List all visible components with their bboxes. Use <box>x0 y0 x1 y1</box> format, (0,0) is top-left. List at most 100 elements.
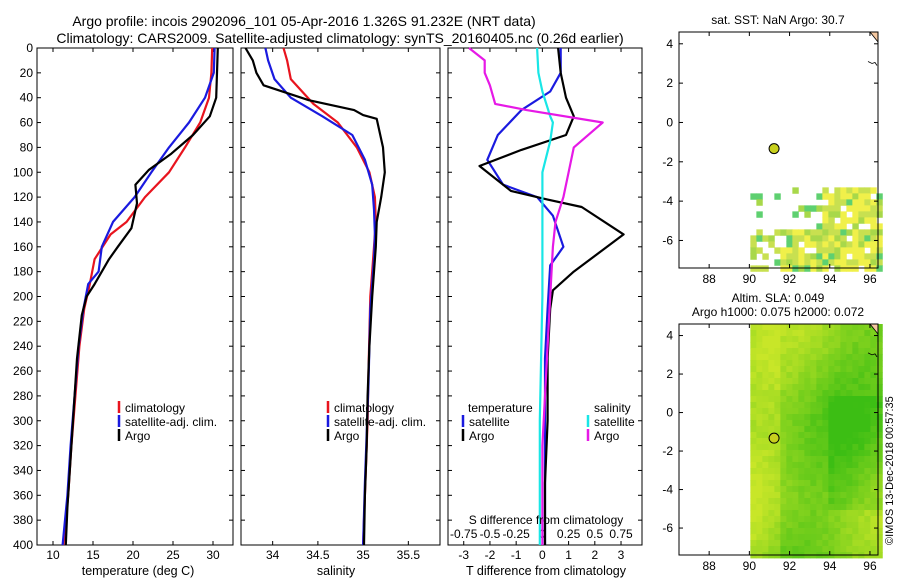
sla-cell <box>822 384 829 391</box>
sla-cell <box>816 546 823 553</box>
sla-cell <box>756 420 763 427</box>
sst-cell <box>756 229 763 236</box>
sla-cell <box>792 396 799 403</box>
sla-cell <box>852 378 859 385</box>
sla-cell <box>786 390 793 397</box>
sla-cell <box>840 528 847 535</box>
sla-cell <box>876 420 883 427</box>
sla-cell <box>798 450 805 457</box>
sla-cell <box>804 414 811 421</box>
sla-cell <box>876 528 883 535</box>
x-tick-label: 30 <box>206 548 220 562</box>
sla-cell <box>816 426 823 433</box>
sla-cell <box>822 546 829 553</box>
sla-cell <box>756 504 763 511</box>
sla-cell <box>750 540 757 547</box>
sst-cell <box>756 265 763 272</box>
sst-cell <box>810 205 817 212</box>
sla-cell <box>750 426 757 433</box>
sst-cell <box>834 241 841 248</box>
sla-cell <box>846 528 853 535</box>
sla-cell <box>810 546 817 553</box>
sla-cell <box>804 336 811 343</box>
sla-cell <box>786 396 793 403</box>
sla-cell <box>756 486 763 493</box>
sla-cell <box>774 336 781 343</box>
sla-cell <box>828 522 835 529</box>
sla-cell <box>798 444 805 451</box>
sst-cell <box>774 259 781 266</box>
sla-cell <box>852 456 859 463</box>
sla-cell <box>864 366 871 373</box>
sla-cell <box>798 540 805 547</box>
sla-cell <box>774 480 781 487</box>
sla-cell <box>762 348 769 355</box>
sla-cell <box>822 462 829 469</box>
sst-cell <box>822 223 829 230</box>
sst-cell <box>876 247 883 254</box>
sla-cell <box>852 534 859 541</box>
sla-cell <box>828 354 835 361</box>
sla-cell <box>750 330 757 337</box>
sla-cell <box>870 372 877 379</box>
sla-cell <box>870 426 877 433</box>
sla-cell <box>750 534 757 541</box>
sla-cell <box>756 546 763 553</box>
sla-cell <box>768 504 775 511</box>
sla-cell <box>864 354 871 361</box>
sla-cell <box>828 396 835 403</box>
sla-cell <box>858 384 865 391</box>
sla-cell <box>768 510 775 517</box>
sla-cell <box>774 426 781 433</box>
sla-cell <box>750 384 757 391</box>
sla-cell <box>810 402 817 409</box>
sla-cell <box>840 474 847 481</box>
sla-cell <box>810 384 817 391</box>
sst-cell <box>780 259 787 266</box>
island-outline <box>867 61 878 66</box>
x-tick-label: -1 <box>511 548 522 562</box>
sla-cell <box>804 426 811 433</box>
sla-cell <box>780 408 787 415</box>
sla-cell <box>750 528 757 535</box>
sla-cell <box>750 408 757 415</box>
sst-cell <box>756 235 763 242</box>
sla-cell <box>756 342 763 349</box>
sst-cell <box>792 235 799 242</box>
sla-cell <box>846 498 853 505</box>
sla-cell <box>798 522 805 529</box>
sla-cell <box>798 372 805 379</box>
sla-cell <box>816 408 823 415</box>
sla-cell <box>834 360 841 367</box>
sla-cell <box>780 372 787 379</box>
sla-cell <box>816 510 823 517</box>
sst-cell <box>876 241 883 248</box>
sst-cell <box>822 235 829 242</box>
sla-cell <box>768 462 775 469</box>
sla-cell <box>852 426 859 433</box>
sla-cell <box>810 438 817 445</box>
sla-cell <box>870 384 877 391</box>
sla-cell <box>828 420 835 427</box>
sla-cell <box>762 360 769 367</box>
sla-cell <box>822 336 829 343</box>
sla-cell <box>774 510 781 517</box>
map-x-tick-label: 94 <box>823 559 837 573</box>
sla-cell <box>816 336 823 343</box>
x-tick-label: 34.5 <box>306 548 330 562</box>
sla-cell <box>876 354 883 361</box>
argo-location-marker <box>768 432 780 444</box>
sla-cell <box>876 372 883 379</box>
series-s-argo <box>468 47 604 545</box>
sla-cell <box>780 510 787 517</box>
sla-cell <box>756 330 763 337</box>
sla-cell <box>756 348 763 355</box>
sla-cell <box>768 396 775 403</box>
land-patch <box>869 31 879 44</box>
sst-cell <box>858 187 865 194</box>
sla-cell <box>780 384 787 391</box>
sla-cell <box>846 426 853 433</box>
sla-cell <box>792 498 799 505</box>
sla-cell <box>822 528 829 535</box>
sla-cell <box>792 348 799 355</box>
